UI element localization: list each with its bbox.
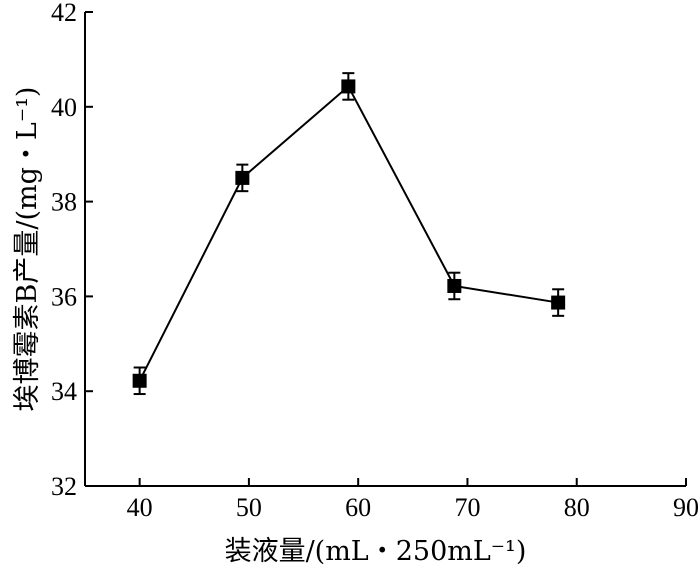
- x-tick-label: 40: [127, 493, 153, 522]
- x-tick-label: 80: [564, 493, 590, 522]
- series-line: [138, 84, 559, 382]
- x-tick-label: 60: [345, 493, 371, 522]
- x-tick-label: 90: [673, 493, 699, 522]
- x-axis-ticks: 40 50 60 70 80 90: [127, 478, 699, 522]
- y-tick-label: 32: [51, 472, 77, 501]
- data-point: [132, 373, 147, 388]
- y-tick-label: 34: [51, 377, 77, 406]
- y-tick-label: 42: [51, 0, 77, 27]
- data-point: [551, 295, 566, 310]
- data-point: [447, 278, 462, 293]
- data-point: [235, 170, 250, 185]
- series: [132, 72, 566, 396]
- x-axis-title: 装液量/(mL・250mL⁻¹): [225, 536, 527, 567]
- x-tick-label: 70: [454, 493, 480, 522]
- y-axis-title: 埃博霉素B产量/(mg・L⁻¹): [12, 87, 43, 412]
- y-axis-ticks: 32 34 36 38 40 42: [51, 0, 93, 501]
- data-point: [341, 79, 356, 94]
- y-tick-label: 36: [51, 282, 77, 311]
- y-tick-label: 38: [51, 188, 77, 217]
- axes: [84, 12, 686, 487]
- x-tick-label: 50: [236, 493, 262, 522]
- y-tick-label: 40: [51, 93, 77, 122]
